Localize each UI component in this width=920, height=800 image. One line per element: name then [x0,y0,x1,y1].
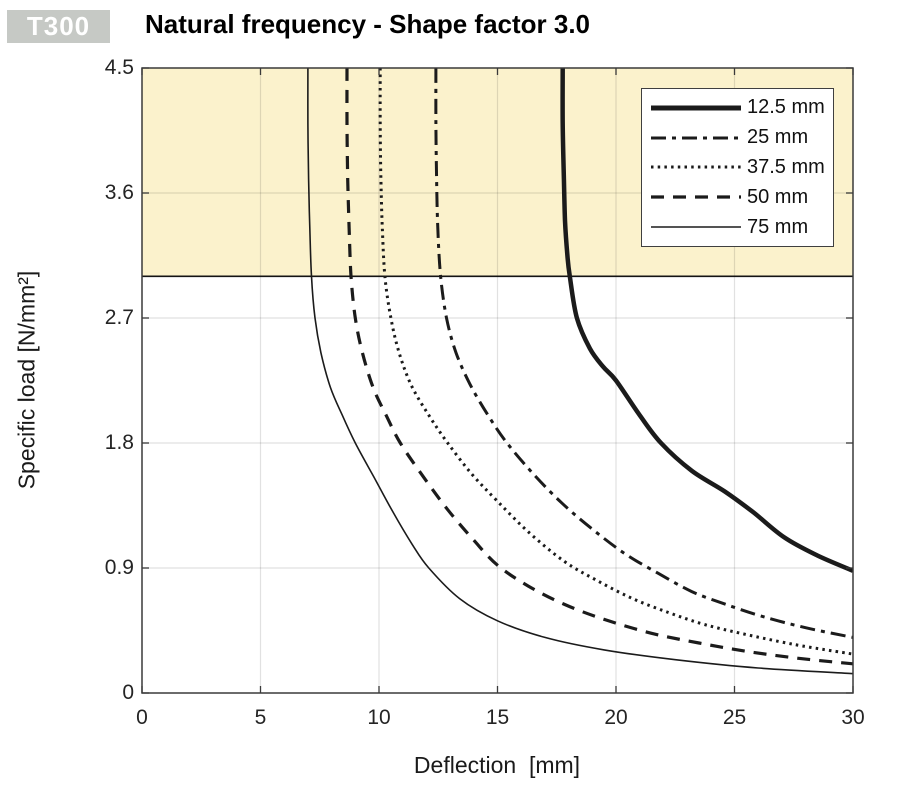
curve-25-mm [434,68,853,639]
legend-label: 50 mm [747,185,809,208]
legend-row: 50 mm [650,184,833,211]
curve-37-5-mm [378,68,853,656]
y-tick-label: 3.6 [104,181,134,204]
x-tick-label: 15 [485,706,510,729]
legend-row: 37.5 mm [650,154,833,181]
legend-box: 12.5 mm 25 mm 37.5 mm 50 mm 75 mm [641,88,834,247]
y-tick-label: 0 [122,681,134,704]
curve-50-mm [345,68,853,666]
legend-label: 75 mm [747,215,809,238]
x-tick-label: 30 [841,706,865,729]
legend-row: 12.5 mm [650,94,833,121]
plot-border [141,67,854,694]
x-tick-label: 5 [254,706,267,729]
legend-row: 75 mm [650,214,833,241]
x-tick-label: 0 [136,706,148,729]
chart-title: Natural frequency - Shape factor 3.0 [145,9,591,39]
legend-line-sample [651,195,741,199]
legend-line-sample [651,136,741,140]
legend-line-sample [651,226,741,228]
y-tick-label: 1.8 [104,431,134,454]
x-tick-label: 25 [722,706,747,729]
legend-line-sample [651,105,741,111]
legend-label: 12.5 mm [747,96,825,119]
curve-12-5-mm [560,68,853,573]
y-tick-label: 4.5 [104,56,134,79]
y-tick-label: 0.9 [104,556,134,579]
legend-label: 25 mm [747,126,809,149]
x-tick-label: 10 [367,706,391,729]
x-axis-label: Deflection [mm] [413,752,581,778]
x-tick-label: 20 [604,706,628,729]
legend-row: 25 mm [650,124,833,151]
legend-label: 37.5 mm [747,155,825,178]
curve-75-mm [307,68,853,675]
figure-code-badge: T300 [7,10,110,43]
y-tick-label: 2.7 [104,306,134,329]
legend-line-sample [651,165,741,169]
y-axis-label: Specific load [N/mm²] [13,270,40,490]
